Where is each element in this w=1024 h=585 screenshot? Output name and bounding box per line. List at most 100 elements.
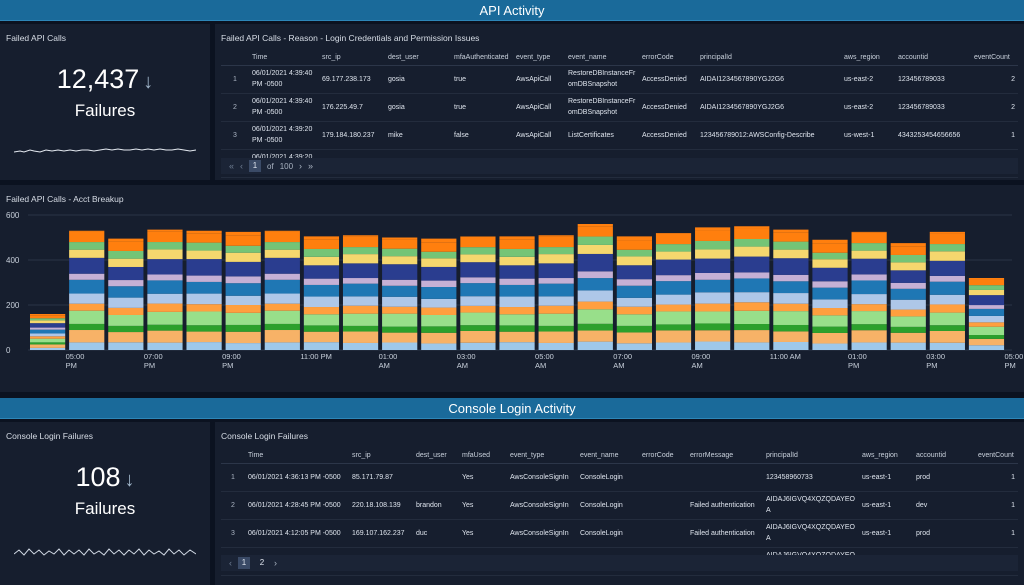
column-header[interactable]: mfaUsed <box>459 449 507 464</box>
bar-segment <box>108 250 144 259</box>
bar-segment <box>382 264 418 280</box>
bar-segment <box>108 241 144 251</box>
page-number-current[interactable]: 1 <box>249 160 262 172</box>
table-cell: Yes <box>459 463 507 492</box>
bar-segment <box>303 307 340 315</box>
bar-segment <box>342 313 379 326</box>
bar-segment <box>538 296 574 306</box>
table-cell: 3 <box>221 519 245 548</box>
column-header[interactable] <box>221 51 249 66</box>
table-cell: 1 <box>975 519 1018 548</box>
bar-segment <box>812 252 848 260</box>
bar-segment <box>890 288 926 300</box>
bar-segment <box>929 251 965 261</box>
bar-segment <box>538 305 574 314</box>
bar-segment <box>655 275 692 282</box>
table-cell: AIDAI1234567890YGJ2G6 <box>697 65 841 94</box>
first-page-button[interactable]: « <box>229 161 235 171</box>
table-row[interactable]: 2 06/01/2021 4:28:45 PM -0500 220.18.108.1… <box>221 491 1018 520</box>
bar-segment <box>421 307 457 315</box>
table-row[interactable]: 1 06/01/2021 4:36:13 PM -0500 85.171.79.87… <box>221 463 1018 492</box>
bar-segment <box>968 279 1005 286</box>
column-header[interactable]: event_type <box>513 51 565 66</box>
bar-segment <box>538 331 574 343</box>
bar-segment <box>382 279 418 286</box>
column-header[interactable]: accountid <box>895 51 971 66</box>
table-row[interactable]: 1 06/01/2021 4:39:40 PM -0500 69.177.238.1… <box>221 65 1018 94</box>
x-tick-label: PM <box>848 361 859 370</box>
bar-segment <box>225 295 261 306</box>
bar-segment <box>929 244 965 252</box>
last-page-button[interactable]: » <box>308 161 314 171</box>
column-header[interactable]: errorMessage <box>687 449 763 464</box>
bar-segment <box>342 342 379 350</box>
bar-segment <box>616 297 653 307</box>
bar-segment <box>186 259 222 276</box>
column-header[interactable]: Time <box>249 51 319 66</box>
column-header[interactable]: aws_region <box>841 51 895 66</box>
column-header[interactable]: eventCount <box>971 51 1018 66</box>
table-cell <box>639 491 687 520</box>
table-cell: 06/01/2021 4:36:13 PM -0500 <box>245 463 349 492</box>
next-page-button[interactable]: › <box>299 161 303 171</box>
column-header[interactable]: event_name <box>565 51 639 66</box>
table-cell <box>687 463 763 492</box>
column-header[interactable]: dest_user <box>385 51 451 66</box>
table-cell: us-east-1 <box>859 519 913 548</box>
table-cell: RestoreDBInstanceFromDBSnapshot <box>565 65 639 94</box>
column-header[interactable]: event_type <box>507 449 577 464</box>
table-row[interactable]: 3 06/01/2021 4:12:05 PM -0500 169.107.162.… <box>221 519 1018 548</box>
bar-segment <box>734 292 770 303</box>
column-header[interactable]: errorCode <box>639 51 697 66</box>
next-page-button[interactable]: › <box>274 558 277 568</box>
page-number-1[interactable]: 1 <box>238 557 250 569</box>
column-header[interactable]: dest_user <box>413 449 459 464</box>
column-header[interactable]: src_ip <box>319 51 385 66</box>
bar-segment <box>616 306 653 315</box>
bar-segment <box>225 245 261 253</box>
bar-segment <box>773 274 809 282</box>
table-cell: AIDAI1234567890YGJ2G6 <box>697 93 841 122</box>
bar-segment <box>108 297 144 308</box>
bar-segment <box>890 246 926 255</box>
prev-page-button[interactable]: ‹ <box>229 558 232 568</box>
column-header[interactable]: aws_region <box>859 449 913 464</box>
page-number-2[interactable]: 2 <box>259 558 265 567</box>
bar-segment <box>734 239 770 247</box>
bar-segment <box>108 325 144 333</box>
x-tick-label: 07:00 <box>144 352 163 361</box>
table-cell: us-east-2 <box>841 65 895 94</box>
column-header[interactable]: accountid <box>913 449 975 464</box>
table-row[interactable]: 3 06/01/2021 4:39:20 PM -0500 179.184.180.… <box>221 121 1018 150</box>
bar-segment <box>695 303 731 312</box>
bar-segment <box>812 308 848 316</box>
bar-segment <box>264 249 300 258</box>
bar-segment <box>499 314 535 326</box>
table-cell: gosia <box>385 93 451 122</box>
bar-segment <box>342 236 379 248</box>
bar-segment <box>851 324 887 331</box>
column-header[interactable]: errorCode <box>639 449 687 464</box>
bar-segment <box>577 244 613 254</box>
prev-page-button[interactable]: ‹ <box>240 161 244 171</box>
column-header[interactable]: Time <box>245 449 349 464</box>
bar-segment <box>69 310 105 324</box>
column-header[interactable]: principalId <box>697 51 841 66</box>
bar-segment <box>342 283 379 297</box>
column-header[interactable]: eventCount <box>975 449 1018 464</box>
column-header[interactable] <box>221 449 245 464</box>
table-cell: 2 <box>221 93 249 122</box>
column-header[interactable]: principalId <box>763 449 859 464</box>
bar-segment <box>186 304 222 312</box>
column-header[interactable]: src_ip <box>349 449 413 464</box>
column-header[interactable]: event_name <box>577 449 639 464</box>
column-header[interactable]: mfaAuthenticated <box>451 51 513 66</box>
x-tick-label: 05:00 <box>1004 352 1023 361</box>
bar-segment <box>186 342 222 350</box>
bar-segment <box>734 272 770 279</box>
bar-segment <box>616 236 653 241</box>
table-row[interactable]: 2 06/01/2021 4:39:40 PM -0500 176.225.49.7… <box>221 93 1018 122</box>
table-cell: RestoreDBInstanceFromDBSnapshot <box>565 93 639 122</box>
table-cell: false <box>451 121 513 150</box>
bar-segment <box>538 247 574 255</box>
